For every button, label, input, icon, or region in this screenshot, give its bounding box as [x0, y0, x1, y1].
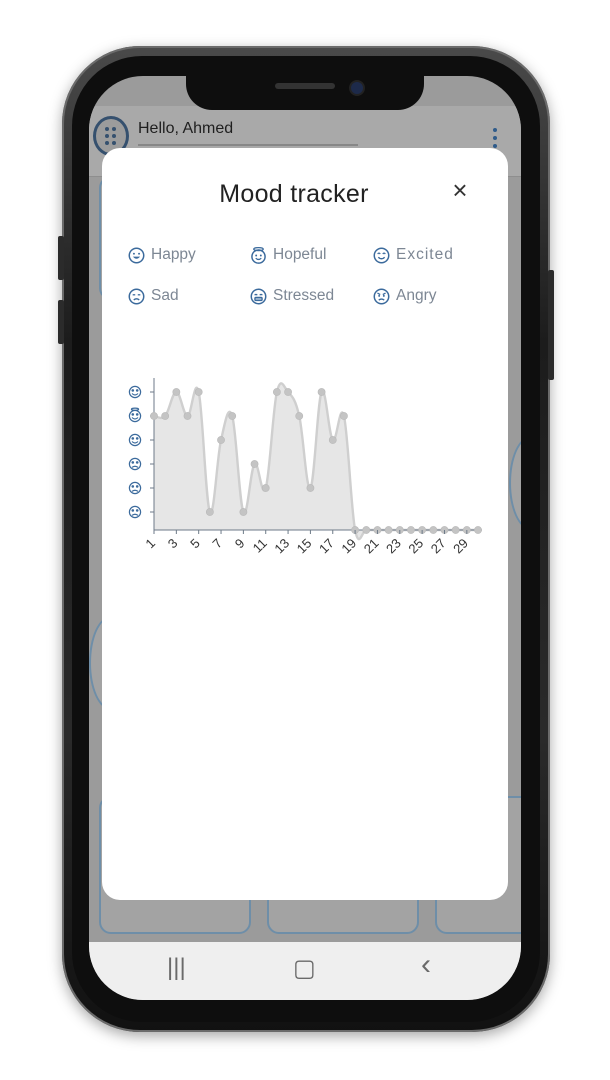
data-point	[183, 412, 192, 420]
stressed-face-icon	[250, 288, 267, 304]
x-tick-label: 25	[405, 536, 426, 557]
grin-face-icon	[128, 385, 142, 399]
data-point	[429, 526, 438, 534]
mood-tracker-modal: Mood tracker × Happy Hopeful Excited Sad…	[102, 148, 508, 900]
x-tick-label: 3	[165, 536, 181, 552]
data-point	[228, 412, 237, 420]
x-tick-label: 29	[450, 536, 471, 557]
home-button[interactable]: ▢	[293, 955, 316, 982]
legend-label: Excited	[396, 246, 454, 263]
legend-label: Sad	[151, 287, 179, 304]
data-point	[362, 526, 371, 534]
x-tick-label: 17	[316, 536, 337, 557]
data-point	[474, 526, 482, 534]
legend-label: Angry	[396, 287, 437, 304]
halo-face-icon	[251, 246, 266, 264]
legend-hopeful: Hopeful	[250, 246, 326, 264]
data-point	[250, 460, 259, 468]
x-tick-label: 5	[187, 536, 203, 552]
phone-notch	[186, 76, 424, 110]
angry-face-icon	[373, 288, 390, 304]
background-circle	[509, 436, 521, 530]
x-tick-label: 1	[142, 536, 158, 552]
data-point	[451, 526, 460, 534]
data-point	[284, 388, 292, 396]
greeting-text: Hello, Ahmed	[138, 120, 234, 137]
system-nav-bar: ||| ▢ ‹	[89, 942, 521, 1000]
x-tick-label: 9	[232, 536, 248, 552]
power-button	[548, 270, 554, 380]
legend-sad: Sad	[128, 287, 179, 305]
x-tick-label: 13	[271, 536, 292, 557]
data-point	[272, 388, 281, 396]
data-point	[407, 526, 415, 534]
legend-excited: Excited	[373, 246, 454, 264]
excited-face-icon	[128, 433, 142, 447]
back-button[interactable]: ‹	[421, 948, 431, 981]
halo-face-icon	[128, 407, 142, 423]
chart-area	[154, 383, 478, 540]
x-tick-label: 19	[338, 536, 359, 557]
recent-apps-button[interactable]: |||	[167, 954, 186, 981]
x-tick-label: 23	[383, 536, 404, 557]
data-point	[205, 508, 214, 516]
volume-up-button	[58, 236, 64, 280]
data-point	[340, 412, 348, 420]
more-menu-icon[interactable]	[493, 128, 497, 152]
sad-face-icon	[128, 288, 145, 304]
x-tick-label: 21	[361, 536, 382, 557]
x-tick-label: 27	[428, 536, 449, 557]
stressed-face-icon	[128, 457, 142, 471]
data-point	[317, 388, 326, 396]
x-tick-label: 11	[250, 536, 270, 556]
legend-label: Stressed	[273, 287, 335, 304]
phone-speaker	[275, 83, 335, 89]
mood-chart: 1 3 5 7 9 11 13 15 17 19 21 23 25 27 29	[128, 378, 482, 557]
excited-face-icon	[373, 247, 390, 263]
data-point	[161, 412, 170, 420]
front-camera	[349, 80, 365, 96]
greeting-subline	[138, 144, 358, 146]
legend-label: Hopeful	[273, 246, 327, 263]
close-icon[interactable]: ×	[452, 175, 468, 205]
data-point	[261, 484, 270, 492]
data-point	[384, 526, 393, 534]
data-point	[295, 412, 304, 420]
data-point	[150, 412, 158, 420]
data-point	[217, 436, 225, 444]
data-point	[172, 388, 181, 396]
sad-face-icon	[128, 481, 142, 495]
legend-happy: Happy	[128, 246, 196, 264]
data-point	[194, 388, 203, 396]
legend-label: Happy	[151, 246, 196, 263]
legend-angry: Angry	[373, 287, 437, 305]
data-point	[239, 508, 248, 516]
data-point	[306, 484, 315, 492]
data-point	[328, 436, 337, 444]
legend-stressed: Stressed	[250, 287, 334, 305]
modal-title: Mood tracker	[219, 180, 369, 208]
volume-down-button	[58, 300, 64, 344]
grin-face-icon	[128, 247, 145, 263]
x-tick-label: 15	[294, 536, 315, 557]
angry-face-icon	[128, 505, 142, 519]
x-tick-label: 7	[209, 536, 225, 552]
